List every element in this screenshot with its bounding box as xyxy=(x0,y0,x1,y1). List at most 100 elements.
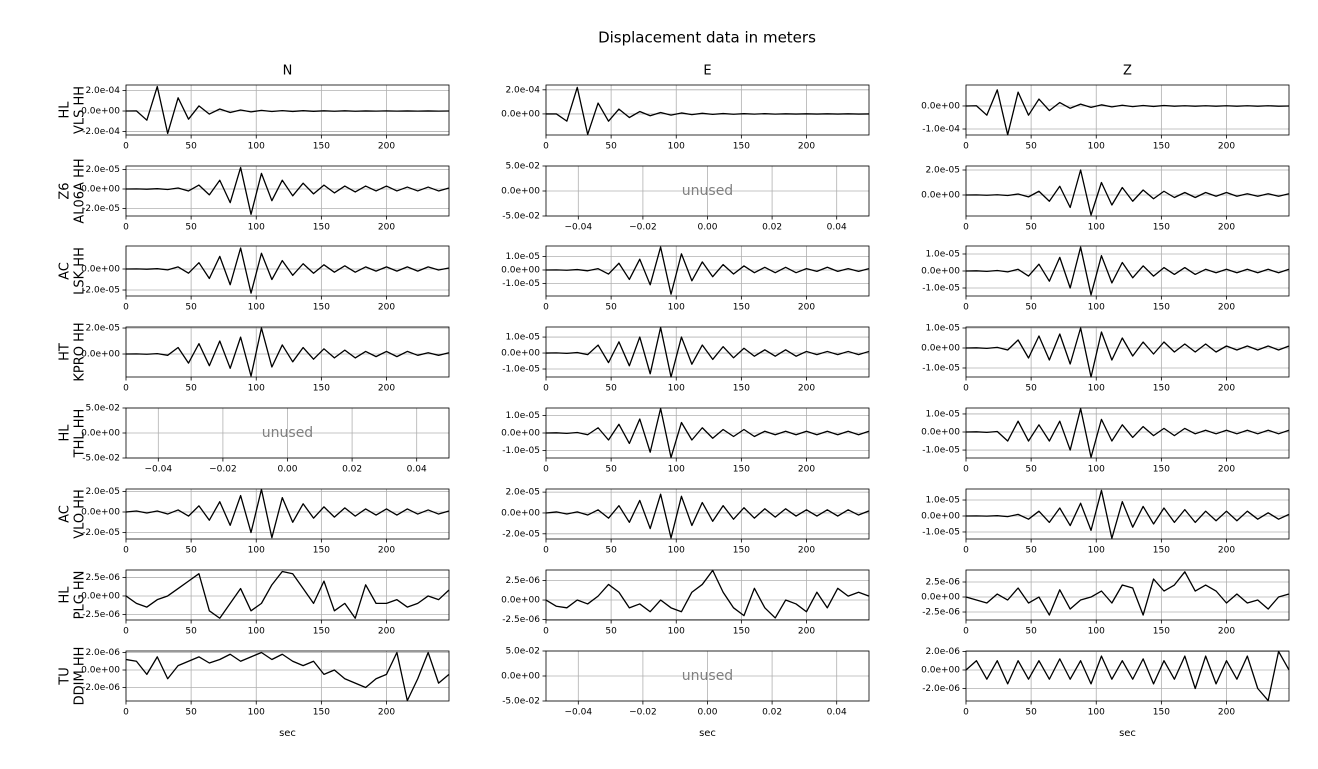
panel-frame xyxy=(965,488,1290,540)
y-tick-label: 1.0e-05 xyxy=(505,411,540,421)
y-tick-label: 0.0e+00 xyxy=(921,101,960,111)
trace xyxy=(965,89,1290,136)
x-tick-label: 0 xyxy=(543,384,549,394)
x-tick-label: 100 xyxy=(1088,546,1105,556)
trace xyxy=(125,166,450,215)
x-tick-label: 100 xyxy=(668,384,685,394)
y-tick-label: 2.5e-06 xyxy=(505,576,540,586)
y-tick-label: -2.5e-06 xyxy=(82,610,120,620)
panel-frame xyxy=(125,569,450,621)
row-label-station: AL06A HH xyxy=(73,158,88,223)
x-tick-label: 50 xyxy=(185,627,197,637)
row-label-network: HT xyxy=(58,343,73,361)
x-tick-label: 50 xyxy=(605,546,617,556)
x-tick-label: 0 xyxy=(963,303,969,313)
row-label-station: LSK HH xyxy=(73,247,88,295)
x-tick-label: 200 xyxy=(378,708,395,718)
x-tick-label: 200 xyxy=(1218,708,1235,718)
unused-label: unused xyxy=(262,425,313,441)
y-tick-label: 2.5e-06 xyxy=(85,573,120,583)
panel-frame xyxy=(965,84,1290,136)
x-tick-label: 50 xyxy=(1025,708,1037,718)
x-tick-label: 200 xyxy=(798,627,815,637)
x-tick-label: 0 xyxy=(123,223,129,233)
trace xyxy=(545,326,870,378)
x-tick-label: 100 xyxy=(248,546,265,556)
y-tick-label: 0.0e+00 xyxy=(81,350,120,360)
x-tick-label: 150 xyxy=(733,546,750,556)
x-tick-label: 100 xyxy=(1088,465,1105,475)
x-tick-label: 0 xyxy=(963,142,969,152)
x-tick-label: 50 xyxy=(185,303,197,313)
y-tick-label: -2.0e-05 xyxy=(82,286,120,296)
x-tick-label: 200 xyxy=(378,546,395,556)
x-tick-label: 50 xyxy=(185,142,197,152)
x-tick-label: 150 xyxy=(1153,384,1170,394)
trace xyxy=(125,85,450,135)
y-tick-label: -1.0e-05 xyxy=(922,527,960,537)
x-tick-label: −0.02 xyxy=(209,465,237,475)
y-tick-label: 2.0e-05 xyxy=(505,488,540,498)
panel-frame xyxy=(125,84,450,136)
y-tick-label: 0.0e+00 xyxy=(501,596,540,606)
y-tick-label: 2.0e-05 xyxy=(85,165,120,175)
x-tick-label: 200 xyxy=(1218,303,1235,313)
row-label-station: VLO HH xyxy=(73,489,88,539)
trace xyxy=(545,569,870,619)
x-tick-label: 150 xyxy=(1153,142,1170,152)
x-tick-label: 150 xyxy=(313,223,330,233)
row-label-station: VLS HH xyxy=(73,86,88,134)
x-tick-label: 150 xyxy=(313,708,330,718)
x-tick-label: 50 xyxy=(185,384,197,394)
row-label-station: THL HH xyxy=(73,409,88,459)
y-tick-label: 0.0e+00 xyxy=(921,593,960,603)
x-tick-label: 0 xyxy=(963,708,969,718)
x-tick-label: 100 xyxy=(248,708,265,718)
x-tick-label: 150 xyxy=(313,384,330,394)
trace xyxy=(125,327,450,377)
x-tick-label: 50 xyxy=(1025,546,1037,556)
x-tick-label: 0 xyxy=(963,465,969,475)
y-tick-label: 5.0e-02 xyxy=(85,404,120,414)
x-tick-label: 150 xyxy=(733,384,750,394)
x-tick-label: 150 xyxy=(313,303,330,313)
y-tick-label: 0.0e+00 xyxy=(501,672,540,682)
x-tick-label: 0.02 xyxy=(342,465,362,475)
column-title: N xyxy=(283,64,293,79)
x-tick-label: 150 xyxy=(733,465,750,475)
y-tick-label: -5.0e-02 xyxy=(502,697,540,707)
x-tick-label: 0.00 xyxy=(697,223,717,233)
panel-frame xyxy=(545,488,870,540)
x-tick-label: 150 xyxy=(313,142,330,152)
x-tick-label: 150 xyxy=(1153,708,1170,718)
y-tick-label: -2.0e-05 xyxy=(82,204,120,214)
panel-frame xyxy=(125,488,450,540)
y-tick-label: 0.0e+00 xyxy=(921,267,960,277)
x-tick-label: 0.02 xyxy=(762,708,782,718)
x-tick-label: 150 xyxy=(1153,465,1170,475)
x-tick-label: 200 xyxy=(378,627,395,637)
x-tick-label: 0 xyxy=(123,384,129,394)
x-tick-label: 150 xyxy=(1153,223,1170,233)
x-tick-label: 200 xyxy=(798,465,815,475)
y-tick-label: 0.0e+00 xyxy=(81,185,120,195)
x-tick-label: 0 xyxy=(963,627,969,637)
y-tick-label: -5.0e-02 xyxy=(502,212,540,222)
x-tick-label: 200 xyxy=(378,384,395,394)
y-tick-label: 0.0e+00 xyxy=(81,429,120,439)
x-tick-label: −0.04 xyxy=(145,465,173,475)
y-tick-label: 5.0e-02 xyxy=(505,162,540,172)
x-tick-label: 150 xyxy=(313,546,330,556)
x-tick-label: 200 xyxy=(798,142,815,152)
x-tick-label: 0 xyxy=(123,303,129,313)
y-tick-label: 1.0e-05 xyxy=(925,496,960,506)
y-tick-label: 0.0e+00 xyxy=(921,511,960,521)
x-tick-label: 0.04 xyxy=(827,708,847,718)
x-axis-label: sec xyxy=(699,728,716,739)
y-tick-label: 0.0e+00 xyxy=(501,187,540,197)
trace xyxy=(125,488,450,539)
panel-frame xyxy=(125,650,450,702)
y-tick-label: 2.0e-05 xyxy=(85,487,120,497)
x-axis-label: sec xyxy=(279,728,296,739)
y-tick-label: 1.0e-05 xyxy=(505,252,540,262)
